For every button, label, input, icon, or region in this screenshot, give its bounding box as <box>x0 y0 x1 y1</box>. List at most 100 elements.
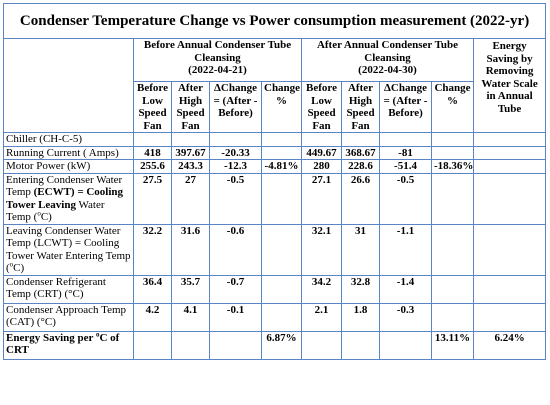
cell <box>431 145 474 160</box>
table-row: Energy Saving per oC of CRT 6.87% 13.11%… <box>3 330 547 360</box>
cell: -0.5 <box>379 172 432 225</box>
cell: 32.8 <box>341 274 380 304</box>
cell <box>261 172 302 225</box>
row-label-part: Leaving Condenser Water Temp (LCWT) = Co… <box>6 224 131 274</box>
cell: -18.36% <box>431 159 474 174</box>
subheader-after-high-2: After High Speed Fan <box>341 81 380 133</box>
after-group-label: After Annual Condenser Tube Cleansing <box>316 39 459 64</box>
after-group-date: (2022-04-30) <box>358 64 417 76</box>
degree-sup: o <box>37 209 41 218</box>
cell: 27.5 <box>133 172 172 225</box>
corner-cell <box>3 38 134 133</box>
cell: -20.33 <box>209 145 262 160</box>
subheader-change-pct-2: Change % <box>431 81 474 133</box>
cell <box>341 330 380 360</box>
cell <box>261 274 302 304</box>
before-group-date: (2022-04-21) <box>188 64 247 76</box>
cell: -4.81% <box>261 159 302 174</box>
cell: -81 <box>379 145 432 160</box>
cell <box>379 132 432 147</box>
cell <box>301 132 342 147</box>
cell: -0.7 <box>209 274 262 304</box>
cell: 27.1 <box>301 172 342 225</box>
row-label-part: Energy Saving per <box>6 331 96 344</box>
subheader-before-low: Before Low Speed Fan <box>133 81 172 133</box>
cell: 243.3 <box>171 159 210 174</box>
row-label: Leaving Condenser Water Temp (LCWT) = Co… <box>3 223 134 276</box>
cell: -0.5 <box>209 172 262 225</box>
cell <box>431 132 474 147</box>
cell <box>301 330 342 360</box>
row-label-part: (ECWT) = Cooling Tower Leaving <box>6 186 124 211</box>
cell <box>133 132 172 147</box>
cell <box>431 302 474 332</box>
cell <box>472 302 547 332</box>
subheader-after-high: After High Speed Fan <box>171 81 210 133</box>
cell: -0.3 <box>379 302 432 332</box>
cell <box>472 145 547 160</box>
cell: 36.4 <box>133 274 172 304</box>
cell: 228.6 <box>341 159 380 174</box>
cell <box>472 159 547 174</box>
cell: -1.1 <box>379 223 432 276</box>
cell <box>261 223 302 276</box>
cell: 27 <box>171 172 210 225</box>
cell: -1.4 <box>379 274 432 304</box>
cell: 418 <box>133 145 172 160</box>
table-row: Leaving Condenser Water Temp (LCWT) = Co… <box>3 223 547 276</box>
cell: 368.67 <box>341 145 380 160</box>
cell <box>472 274 547 304</box>
cell: 31 <box>341 223 380 276</box>
table-row: Condenser Approach Temp (CAT) (°C) 4.2 4… <box>3 302 547 332</box>
row-label-part: C of CRT <box>6 331 120 356</box>
cell: -51.4 <box>379 159 432 174</box>
cell: 6.24% <box>472 330 547 360</box>
subheader-delta: ΔChange = (After - Before) <box>209 81 262 133</box>
cell: 34.2 <box>301 274 342 304</box>
cell: -12.3 <box>209 159 262 174</box>
cell: 255.6 <box>133 159 172 174</box>
cell <box>133 330 172 360</box>
cell: -0.1 <box>209 302 262 332</box>
cell <box>209 132 262 147</box>
cell: 2.1 <box>301 302 342 332</box>
row-label-part: Entering Condenser Water Temp <box>6 173 123 198</box>
saving-header: Energy Saving by Removing Water Scale in… <box>472 38 547 133</box>
cell <box>431 274 474 304</box>
after-group-header: After Annual Condenser Tube Cleansing (2… <box>301 38 474 82</box>
cell: 1.8 <box>341 302 380 332</box>
cell <box>431 223 474 276</box>
cell: 26.6 <box>341 172 380 225</box>
cell <box>341 132 380 147</box>
table-row: Running Current ( Amps) 418 397.67 -20.3… <box>3 145 547 160</box>
row-label-part: C) <box>13 262 25 274</box>
cell: 13.11% <box>431 330 474 360</box>
cell: 4.1 <box>171 302 210 332</box>
cell <box>472 132 547 147</box>
row-label: Running Current ( Amps) <box>3 145 134 160</box>
cell <box>472 172 547 225</box>
cell: 32.2 <box>133 223 172 276</box>
before-group-header: Before Annual Condenser Tube Cleansing (… <box>133 38 302 82</box>
cell: 32.1 <box>301 223 342 276</box>
subheader-delta-2: ΔChange = (After - Before) <box>379 81 432 133</box>
row-label: Entering Condenser Water Temp (ECWT) = C… <box>3 172 134 225</box>
cell: 449.67 <box>301 145 342 160</box>
subheader-change-pct: Change % <box>261 81 302 133</box>
degree-sup: o <box>95 331 100 338</box>
cell <box>379 330 432 360</box>
before-group-label: Before Annual Condenser Tube Cleansing <box>143 39 292 64</box>
cell <box>261 132 302 147</box>
cell <box>209 330 262 360</box>
cell: 31.6 <box>171 223 210 276</box>
cell <box>472 223 547 276</box>
cell: 397.67 <box>171 145 210 160</box>
row-label-part: Water Temp ( <box>6 198 105 224</box>
row-label: Condenser Refrigerant Temp (CRT) (°C) <box>3 274 134 304</box>
cell: 35.7 <box>171 274 210 304</box>
row-label: Chiller (CH-C-5) <box>3 132 134 147</box>
row-label: Energy Saving per oC of CRT <box>3 330 134 360</box>
cell: -0.6 <box>209 223 262 276</box>
degree-sup: o <box>9 260 14 269</box>
cell <box>261 302 302 332</box>
